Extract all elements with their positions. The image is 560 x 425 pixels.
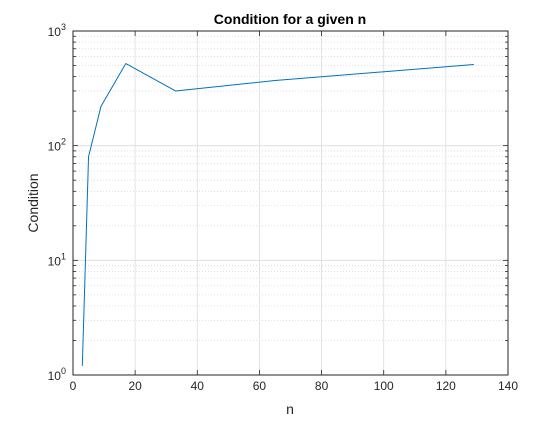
x-tick-label: 80	[315, 379, 329, 393]
x-tick-label: 0	[70, 379, 77, 393]
y-tick-label: 102	[48, 137, 66, 154]
x-tick-label: 40	[191, 379, 205, 393]
series-layer	[81, 63, 474, 366]
plot-area	[73, 31, 508, 375]
chart-title: Condition for a given n	[214, 11, 366, 27]
series-line	[81, 63, 474, 366]
tick-labels: 0 20 40 60 80 100 120 140 100 101 102 103	[48, 22, 519, 393]
y-tick-label: 103	[48, 22, 66, 39]
y-axis-label: Condition	[25, 173, 41, 232]
x-axis-label: n	[286, 401, 294, 417]
x-tick-label: 120	[436, 379, 456, 393]
x-tick-label: 20	[128, 379, 142, 393]
y-tick-label: 101	[48, 251, 66, 268]
x-tick-label: 100	[374, 379, 394, 393]
axes-box	[72, 30, 509, 376]
x-tick-label: 60	[253, 379, 267, 393]
x-tick-label: 140	[498, 379, 518, 393]
tick-marks	[72, 30, 509, 376]
y-tick-label: 100	[48, 366, 66, 383]
